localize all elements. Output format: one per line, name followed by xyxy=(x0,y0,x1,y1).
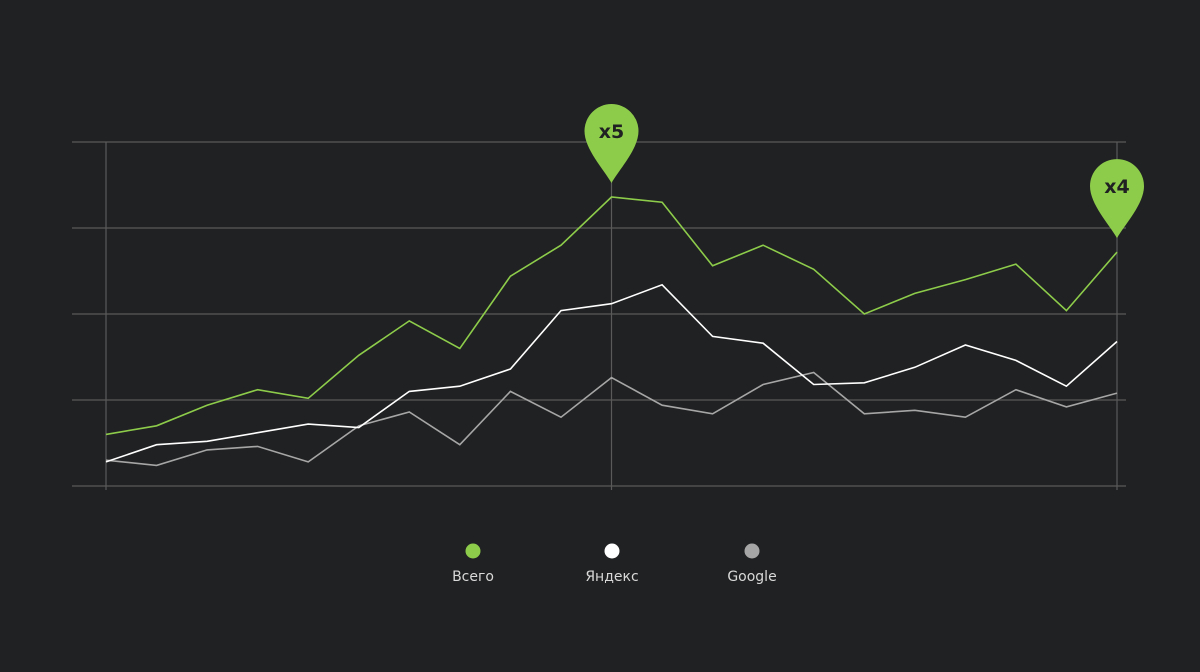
annotation-label: x5 xyxy=(599,121,624,143)
legend-label: Google xyxy=(727,569,776,585)
series-line-google xyxy=(105,371,1118,467)
legend-item: Яндекс xyxy=(585,543,639,585)
series-line-vsego xyxy=(105,196,1118,436)
legend-dot-icon xyxy=(604,543,620,559)
pin-marker-icon xyxy=(584,104,639,184)
legend-dot-icon xyxy=(465,543,481,559)
annotation-pin-x4: x4 xyxy=(1090,159,1144,239)
chart-legend: Всего Яндекс Google xyxy=(452,543,777,585)
series-line-yandex xyxy=(105,283,1118,463)
legend-item: Всего xyxy=(452,543,494,585)
legend-item: Google xyxy=(727,543,777,585)
annotation-label: x4 xyxy=(1104,176,1129,198)
legend-dot-icon xyxy=(744,543,760,559)
pin-marker-icon xyxy=(1090,159,1144,239)
annotation-pin-x5: x5 xyxy=(584,104,639,184)
chart-annotations: x5 x4 xyxy=(584,104,1144,239)
legend-label: Всего xyxy=(452,569,494,585)
legend-label: Яндекс xyxy=(585,569,638,585)
chart-series xyxy=(105,196,1118,467)
